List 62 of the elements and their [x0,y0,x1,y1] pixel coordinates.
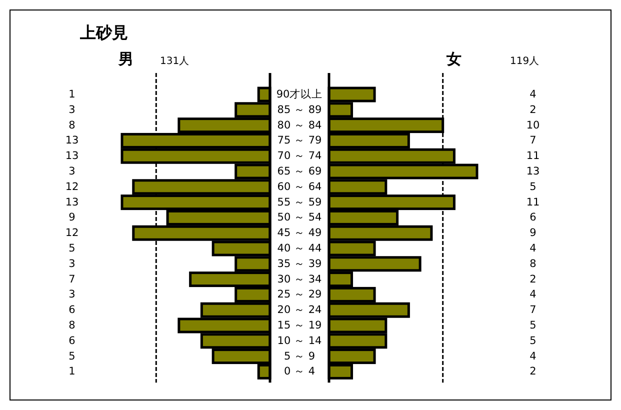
y-tick-label: 40 ～ 44 [277,242,322,254]
data-label: 7 [530,304,536,316]
data-label: 7 [530,134,536,147]
data-label: 3 [68,258,76,270]
text: 男 [118,50,134,68]
y-tick-label: 50 ～ 54 [277,212,322,224]
y-tick-label: 85 ～ 89 [277,104,322,116]
data-label: 3 [68,166,76,178]
y-tick-label: 30 ～ 34 [277,273,322,286]
y-tick-label: 90才以上 [276,88,323,100]
y-tick-label: 75 ～ 79 [277,134,322,147]
text: 女 [446,50,462,68]
y-tick-label: 80 ～ 84 [277,119,322,132]
data-label: 11 [526,150,540,162]
chart-title: 上砂見 [79,23,128,42]
y-tick-label: 55 ～ 59 [277,196,322,208]
data-label: 8 [530,258,536,270]
data-label: 5 [530,320,536,332]
data-label: 10 [526,119,540,132]
data-label: 6 [68,304,76,316]
data-label: 8 [68,320,76,332]
y-tick-label: 10 ～ 14 [277,334,322,347]
data-label: 6 [530,212,537,224]
data-label: 5 [68,350,76,362]
data-label: 13 [65,134,79,147]
y-tick-label: 45 ～ 49 [277,227,322,240]
data-label: 12 [65,180,79,193]
y-tick-label: 25 ～ 29 [277,288,322,301]
y-tick-label: 0 ～ 4 [284,366,316,378]
y-tick-label: 65 ～ 69 [277,166,322,178]
data-label: 13 [65,150,79,162]
data-label: 2 [530,273,536,286]
data-label: 4 [530,350,537,362]
data-label: 13 [526,166,540,178]
data-label: 6 [68,334,76,347]
data-label: 8 [68,119,76,132]
y-tick-label: 60 ～ 64 [277,180,322,193]
data-label: 9 [530,227,536,240]
y-tick-label: 35 ～ 39 [277,258,322,270]
data-label: 1 [68,366,76,378]
data-label: 11 [526,196,540,208]
data-label: 5 [530,334,536,347]
data-label: 13 [65,196,79,208]
y-tick-label: 70 ～ 74 [277,150,322,162]
data-label: 1 [68,88,76,100]
data-label: 4 [530,242,537,254]
data-label: 2 [530,366,536,378]
y-tick-label: 15 ～ 19 [277,320,322,332]
data-label: 5 [68,242,76,254]
y-tick-label: 20 ～ 24 [277,304,322,316]
y-tick-label: 5 ～ 9 [284,350,316,362]
data-label: 4 [530,288,537,301]
data-label: 4 [530,88,537,100]
data-label: 9 [68,212,76,224]
data-label: 5 [530,180,536,193]
text: 131人 [160,56,190,67]
data-label: 2 [530,104,536,116]
data-label: 3 [68,288,76,301]
text: 119人 [510,56,540,67]
data-label: 3 [68,104,76,116]
data-label: 12 [65,227,79,240]
data-label: 7 [68,273,76,286]
